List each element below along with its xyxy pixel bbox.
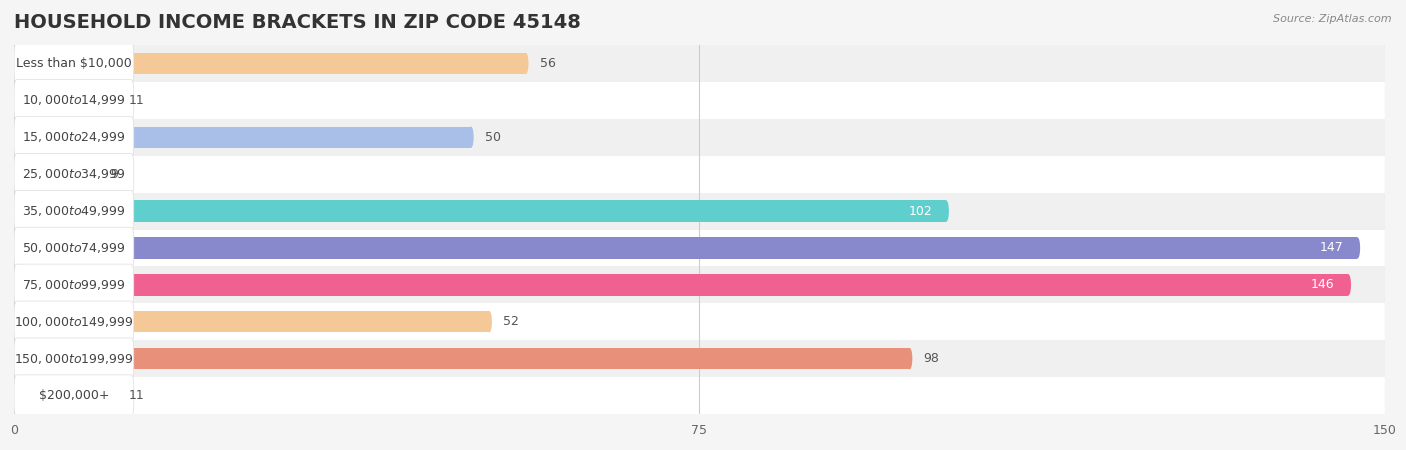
Text: $10,000 to $14,999: $10,000 to $14,999: [22, 93, 125, 108]
Text: $15,000 to $24,999: $15,000 to $24,999: [22, 130, 125, 144]
Text: $25,000 to $34,999: $25,000 to $34,999: [22, 167, 125, 181]
Bar: [14, 340, 1385, 377]
Text: Source: ZipAtlas.com: Source: ZipAtlas.com: [1274, 14, 1392, 23]
FancyBboxPatch shape: [14, 338, 134, 379]
Circle shape: [523, 53, 529, 74]
Text: $200,000+: $200,000+: [39, 389, 110, 402]
Circle shape: [11, 90, 17, 111]
Text: 9: 9: [110, 168, 118, 180]
Bar: [14, 193, 1385, 230]
Circle shape: [486, 311, 492, 333]
Circle shape: [11, 348, 17, 369]
Circle shape: [11, 274, 17, 296]
Text: 98: 98: [924, 352, 939, 365]
Text: $100,000 to $149,999: $100,000 to $149,999: [14, 315, 134, 329]
Text: 56: 56: [540, 57, 555, 70]
Text: 147: 147: [1320, 242, 1344, 254]
FancyBboxPatch shape: [14, 43, 134, 84]
Text: 11: 11: [128, 94, 143, 107]
Bar: [14, 163, 96, 185]
Text: $75,000 to $99,999: $75,000 to $99,999: [22, 278, 125, 292]
Bar: [14, 385, 115, 406]
Bar: [14, 274, 1348, 296]
Text: 11: 11: [128, 389, 143, 402]
Text: HOUSEHOLD INCOME BRACKETS IN ZIP CODE 45148: HOUSEHOLD INCOME BRACKETS IN ZIP CODE 45…: [14, 14, 581, 32]
Bar: [14, 53, 526, 74]
Bar: [14, 126, 471, 148]
Bar: [14, 45, 1385, 82]
Circle shape: [907, 348, 912, 369]
Circle shape: [112, 90, 117, 111]
FancyBboxPatch shape: [14, 301, 134, 342]
Circle shape: [468, 126, 474, 148]
Circle shape: [11, 311, 17, 333]
Text: 102: 102: [908, 205, 932, 217]
Bar: [14, 237, 1358, 259]
Text: $150,000 to $199,999: $150,000 to $199,999: [14, 351, 134, 366]
Bar: [14, 200, 946, 222]
Bar: [14, 230, 1385, 266]
Circle shape: [11, 163, 17, 185]
Bar: [14, 311, 489, 333]
Bar: [14, 266, 1385, 303]
Circle shape: [11, 53, 17, 74]
Circle shape: [943, 200, 949, 222]
Bar: [14, 377, 1385, 414]
Circle shape: [11, 385, 17, 406]
FancyBboxPatch shape: [14, 264, 134, 306]
Circle shape: [1346, 274, 1351, 296]
Bar: [14, 348, 910, 369]
Circle shape: [1355, 237, 1360, 259]
Text: Less than $10,000: Less than $10,000: [15, 57, 132, 70]
Text: $50,000 to $74,999: $50,000 to $74,999: [22, 241, 125, 255]
Circle shape: [94, 163, 98, 185]
Text: 52: 52: [503, 315, 519, 328]
FancyBboxPatch shape: [14, 153, 134, 195]
Bar: [14, 82, 1385, 119]
Circle shape: [112, 385, 117, 406]
Bar: [14, 90, 115, 111]
Circle shape: [11, 126, 17, 148]
Text: 146: 146: [1310, 279, 1334, 291]
FancyBboxPatch shape: [14, 80, 134, 121]
Bar: [14, 119, 1385, 156]
Text: 50: 50: [485, 131, 501, 144]
Bar: [14, 156, 1385, 193]
FancyBboxPatch shape: [14, 227, 134, 269]
FancyBboxPatch shape: [14, 190, 134, 232]
Circle shape: [11, 200, 17, 222]
Text: $35,000 to $49,999: $35,000 to $49,999: [22, 204, 125, 218]
Bar: [14, 303, 1385, 340]
Circle shape: [11, 237, 17, 259]
FancyBboxPatch shape: [14, 375, 134, 416]
FancyBboxPatch shape: [14, 117, 134, 158]
